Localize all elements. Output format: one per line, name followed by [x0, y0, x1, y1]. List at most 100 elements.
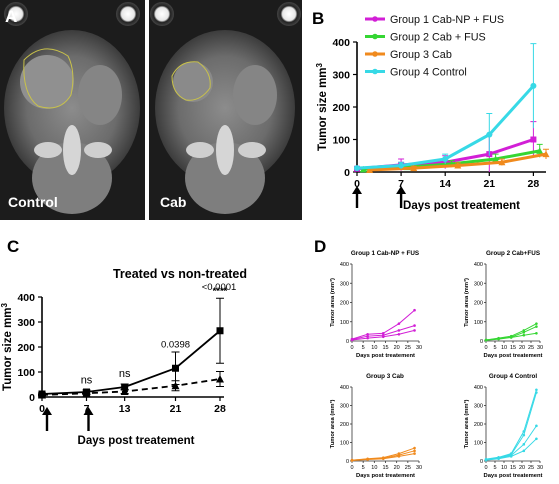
- mri-label-cab: Cab: [160, 194, 186, 210]
- d-point: [366, 458, 369, 461]
- d-x-tick-label: 20: [519, 465, 525, 471]
- c-point: [216, 327, 224, 335]
- d-point: [509, 336, 513, 339]
- d-x-tick-label: 10: [501, 345, 507, 351]
- d-subplot-title: Group 3 Cab: [366, 373, 404, 380]
- d-point: [413, 329, 416, 332]
- d-x-tick-label: 0: [484, 465, 487, 471]
- d-point: [397, 322, 401, 325]
- panel-c-letter: C: [7, 237, 19, 256]
- b-legend-label: Group 1 Cab-NP + FUS: [390, 14, 504, 26]
- c-treatment-arrow-head: [42, 407, 52, 415]
- panel-a-letter: A: [5, 7, 17, 26]
- d-point: [366, 334, 369, 338]
- c-y-tick-label: 100: [17, 367, 35, 379]
- d-point: [397, 332, 401, 336]
- d-point: [366, 332, 369, 336]
- c-x-axis-label: Days post treatement: [78, 435, 195, 447]
- d-x-tick-label: 0: [484, 345, 487, 351]
- d-subplot: Group 1 Cab-NP + FUS 0 100 200 300 400 0 5 10 15 2…: [329, 250, 422, 359]
- b-x-tick-label: 21: [483, 178, 495, 190]
- c-x-tick-label: 7: [84, 403, 90, 415]
- tumor-outline-control: [23, 48, 74, 109]
- b-point: [542, 150, 550, 158]
- d-point: [350, 459, 354, 462]
- d-subplot-title: Group 4 Control: [489, 373, 538, 380]
- c-x-tick-label: 0: [39, 403, 45, 415]
- b-y-axis-label-sup: 3: [315, 62, 324, 67]
- eye-right-control: [116, 2, 140, 26]
- panel-b-legend: Group 1 Cab-NP + FUS Group 2 Cab + FUS Gro…: [365, 14, 504, 79]
- d-y-tick-label: 0: [346, 339, 349, 345]
- b-x-axis-label: Days post treatement: [403, 200, 520, 212]
- d-x-tick-label: 5: [362, 465, 365, 471]
- d-subplot-title: Group 1 Cab-NP + FUS: [351, 250, 419, 257]
- d-point: [535, 424, 538, 428]
- tumor-outline-cab: [171, 61, 211, 101]
- b-legend-label: Group 4 Control: [390, 67, 467, 79]
- mri-cab-image: [149, 0, 302, 220]
- d-point: [535, 391, 538, 394]
- c-series-line: [41, 330, 221, 395]
- d-x-tick-label: 15: [382, 345, 388, 351]
- b-x-tick-label: 7: [398, 178, 404, 190]
- b-x-tick-label: 0: [354, 178, 360, 190]
- d-x-tick-label: 20: [394, 345, 400, 351]
- d-subplot: Group 3 Cab 0 100 200 300 400 0 5 10 15 20 25 30Days…: [329, 373, 422, 479]
- d-y-tick-label: 300: [474, 281, 483, 287]
- d-point: [413, 308, 416, 312]
- b-point: [498, 158, 506, 166]
- d-y-tick-label: 0: [346, 459, 349, 465]
- d-series-line: [485, 392, 537, 461]
- d-x-tick-label: 5: [493, 465, 496, 471]
- eye-left-cab: [150, 2, 174, 26]
- c-y-axis-label: Tumor size mm3: [0, 302, 14, 391]
- d-point: [522, 333, 526, 337]
- d-point: [484, 458, 488, 462]
- d-x-tick-label: 5: [362, 345, 365, 351]
- d-y-tick-label: 400: [474, 262, 483, 268]
- d-point: [497, 457, 500, 461]
- b-legend-marker: [372, 68, 378, 75]
- d-point: [535, 388, 538, 392]
- d-point: [522, 433, 526, 437]
- d-x-tick-label: 0: [350, 465, 353, 471]
- b-point: [492, 155, 500, 162]
- c-y-tick-label: 300: [17, 317, 35, 329]
- d-y-axis-label: Tumor area (mm³): [463, 400, 470, 449]
- b-y-tick-label: 0: [344, 167, 350, 179]
- c-treatment-arrow-head: [83, 407, 94, 415]
- panel-b-letter: B: [312, 9, 324, 28]
- d-x-tick-label: 0: [350, 345, 353, 351]
- d-y-axis-label: Tumor area (mm³): [329, 278, 336, 327]
- d-x-tick-label: 30: [537, 345, 543, 351]
- b-point: [354, 165, 360, 172]
- d-point: [381, 457, 385, 461]
- b-y-tick-label: 400: [332, 37, 350, 49]
- b-point: [530, 82, 537, 89]
- d-x-tick-label: 15: [382, 465, 388, 471]
- b-point: [398, 162, 405, 169]
- d-x-axis-label: Days post treatement: [356, 353, 415, 359]
- b-y-tick-label: 300: [332, 70, 350, 82]
- d-point: [484, 338, 488, 342]
- d-y-tick-label: 0: [480, 459, 483, 465]
- d-x-tick-label: 5: [493, 345, 496, 351]
- d-x-tick-label: 25: [528, 345, 534, 351]
- panel-a-mri-images: A Control Cab: [0, 0, 302, 220]
- c-y-tick-label: 0: [29, 392, 35, 404]
- b-point: [486, 131, 493, 138]
- c-point: [121, 383, 129, 391]
- c-point: [171, 381, 180, 390]
- panel-b-growth-chart: B 0 100 200 300 400 0 7 14 21 28 Tumor size mm3 Day…: [312, 9, 550, 212]
- b-point: [530, 136, 537, 143]
- panel-d-letter: D: [314, 237, 326, 256]
- d-x-tick-label: 15: [510, 465, 516, 471]
- d-x-axis-label: Days post treatement: [484, 353, 543, 359]
- c-annotation: ns: [81, 374, 93, 386]
- d-point: [522, 331, 526, 334]
